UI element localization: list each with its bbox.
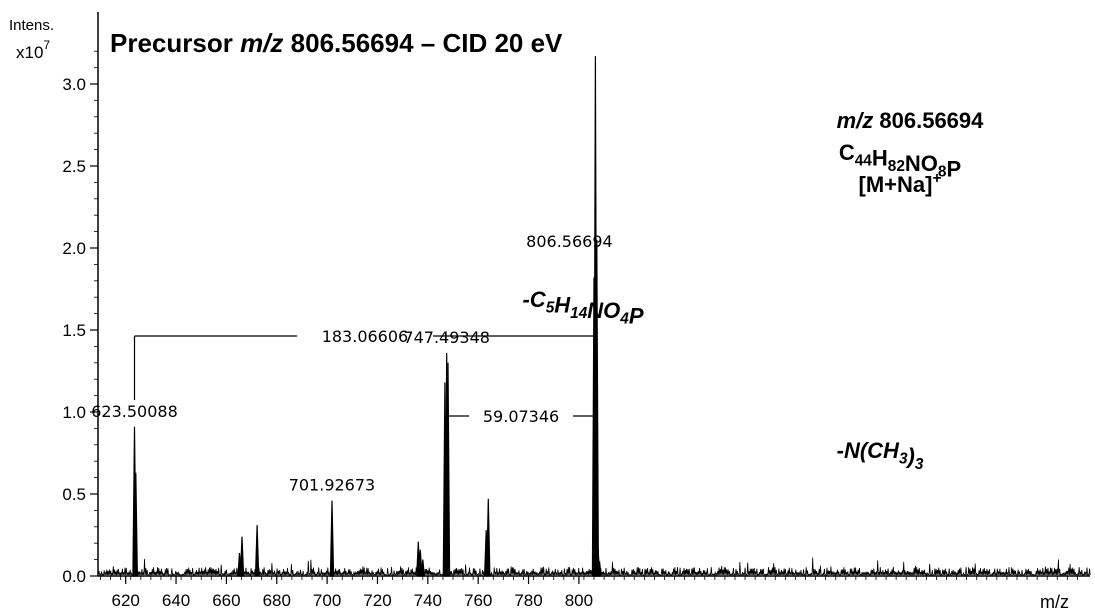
annotation-value: 183.06606 bbox=[322, 327, 409, 346]
annotation-loss2: 59.07346-N(CH3)3 bbox=[446, 407, 924, 473]
formula-sign: - bbox=[837, 438, 844, 463]
y-tick-label: 1.5 bbox=[62, 321, 86, 340]
precursor-mz: m/z 806.56694 bbox=[837, 108, 985, 133]
chart-title-suffix: 806.56694 – CID 20 eV bbox=[283, 28, 563, 58]
chart-title: Precursor m/z 806.56694 – CID 20 eV bbox=[110, 28, 563, 58]
formula-part: 44 bbox=[855, 153, 873, 170]
annotation-loss1: 183.06606 -C5H14NO4P bbox=[133, 287, 644, 400]
y-tick-label: 0.0 bbox=[62, 567, 86, 586]
x-tick-label: 780 bbox=[514, 591, 542, 610]
peak bbox=[418, 549, 423, 577]
chart-title-prefix: Precursor bbox=[110, 28, 240, 58]
peak bbox=[597, 561, 602, 577]
x-tick-label: 760 bbox=[464, 591, 492, 610]
peak-label: 623.50088 bbox=[91, 402, 178, 421]
formula-part: P bbox=[946, 157, 961, 182]
y-axis-scale-exponent: 7 bbox=[43, 38, 50, 52]
peak-label: 806.56694 bbox=[526, 232, 613, 251]
x-tick-label: 720 bbox=[363, 591, 391, 610]
formula-part: 14 bbox=[570, 305, 588, 322]
formula-part: + bbox=[932, 170, 941, 187]
peak-labels: 623.50088 701.92673 747.49348 806.56694 bbox=[91, 232, 612, 495]
x-tick-label: 660 bbox=[212, 591, 240, 610]
y-axis-scale-base: x10 bbox=[16, 43, 43, 62]
peak bbox=[254, 525, 260, 577]
formula-part: 3 bbox=[899, 451, 908, 468]
precursor-mz-value: 806.56694 bbox=[873, 108, 984, 133]
y-tick-label: 2.0 bbox=[62, 239, 86, 258]
formula-part: P bbox=[629, 304, 644, 329]
peaks bbox=[132, 56, 602, 577]
x-tick-label: 740 bbox=[414, 591, 442, 610]
formula-part: 8 bbox=[938, 164, 947, 181]
formula-part: 5 bbox=[546, 300, 555, 317]
formula-part: NO bbox=[587, 298, 620, 323]
precursor-formula: C44H82NO8P bbox=[839, 140, 961, 182]
y-axis-label: Intens. bbox=[9, 17, 54, 34]
precursor-adduct: [M+Na]+ bbox=[859, 170, 942, 197]
annotation-formula: -C5H14NO4P bbox=[522, 287, 643, 329]
peak bbox=[420, 559, 426, 577]
chart-title-mz: m/z bbox=[240, 28, 283, 58]
y-tick-label: 0.5 bbox=[62, 485, 86, 504]
y-tick-label: 2.5 bbox=[62, 157, 86, 176]
peak-label: 701.92673 bbox=[289, 476, 376, 495]
y-tick-label: 1.0 bbox=[62, 403, 86, 422]
formula-part: C bbox=[839, 140, 855, 165]
peak-label: 747.49348 bbox=[403, 328, 490, 347]
annotation-value: 59.07346 bbox=[483, 407, 559, 426]
y-axis-scale: x107 bbox=[16, 38, 50, 62]
formula-part: N(CH bbox=[844, 438, 900, 463]
x-tick-label: 700 bbox=[313, 591, 341, 610]
formula-part: C bbox=[530, 287, 547, 312]
axes: 0.0 0.5 1.0 1.5 2.0 2.5 3.0 620 640 660 680 700 720 7… bbox=[62, 12, 1090, 610]
x-tick-label: 800 bbox=[565, 591, 593, 610]
peak bbox=[329, 500, 335, 577]
x-axis-label: m/z bbox=[1040, 592, 1069, 612]
y-tick-label: 3.0 bbox=[62, 75, 86, 94]
formula-part: H bbox=[554, 293, 571, 318]
formula-part: H bbox=[872, 146, 888, 171]
peak bbox=[486, 498, 491, 577]
formula-part: ) bbox=[906, 444, 915, 469]
x-tick-label: 640 bbox=[162, 591, 190, 610]
precursor-mz-italic: m/z bbox=[837, 108, 874, 133]
x-tick-label: 680 bbox=[263, 591, 291, 610]
formula-part: 4 bbox=[619, 311, 629, 328]
formula-part: [M+Na] bbox=[859, 172, 933, 197]
peak bbox=[239, 536, 245, 577]
formula-sign: - bbox=[522, 287, 529, 312]
formula-part: 3 bbox=[915, 456, 924, 473]
x-tick-label: 620 bbox=[112, 591, 140, 610]
formula-part: 82 bbox=[888, 158, 905, 175]
precursor-info: m/z 806.56694 C44H82NO8P [M+Na]+ bbox=[837, 108, 985, 197]
peak bbox=[445, 362, 451, 577]
formula-part: NO bbox=[905, 151, 938, 176]
peak bbox=[133, 472, 139, 577]
annotation-formula: -N(CH3)3 bbox=[837, 438, 924, 473]
